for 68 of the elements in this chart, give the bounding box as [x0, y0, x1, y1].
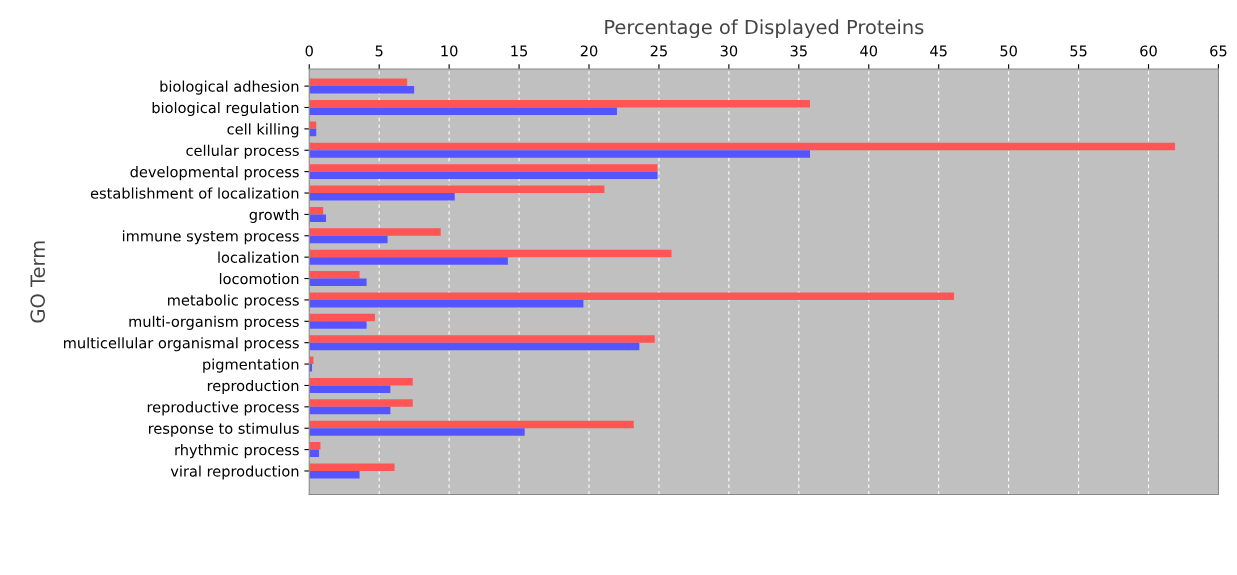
x-tick-label: 60: [1140, 45, 1157, 57]
bar: [309, 150, 811, 158]
y-tick-label: multi-organism process: [129, 315, 299, 330]
bar: [309, 428, 525, 436]
y-tick-label: localization: [218, 251, 299, 263]
x-tick-label: 0: [305, 45, 313, 57]
y-tick-label: pigmentation: [203, 358, 299, 373]
y-tick-label: developmental process: [130, 166, 299, 181]
x-axis-title: Percentage of Displayed Proteins: [605, 19, 924, 39]
y-axis-title: GO Term: [30, 241, 46, 323]
x-tick-label: 5: [375, 45, 383, 57]
bar: [309, 78, 408, 87]
bar: [309, 107, 617, 115]
x-tick-label: 30: [720, 45, 738, 57]
bar: [309, 271, 360, 279]
y-tick-label: reproduction: [207, 379, 299, 395]
bar: [309, 420, 634, 429]
y-tick-label: biological adhesion: [160, 80, 299, 95]
x-tick-label: 55: [1070, 45, 1087, 57]
x-tick-label: 45: [930, 45, 947, 57]
x-tick-label: 20: [580, 45, 598, 57]
y-tick-label: reproductive process: [147, 401, 299, 416]
bar: [309, 335, 655, 343]
x-tick-label: 40: [860, 45, 878, 57]
bar: [309, 321, 367, 329]
y-tick-label: establishment of localization: [90, 187, 299, 199]
bar: [309, 142, 1176, 151]
bar: [309, 385, 391, 393]
y-tick-label: multicellular organismal process: [64, 337, 299, 352]
x-tick-label: 65: [1210, 45, 1227, 57]
bar: [309, 278, 367, 287]
bar: [309, 470, 360, 479]
x-tick-label: 10: [441, 45, 458, 57]
x-tick-label: 15: [511, 45, 528, 57]
bar: [309, 377, 413, 386]
y-tick-label: response to stimulus: [149, 422, 299, 437]
y-tick-label: cellular process: [186, 144, 299, 159]
bar: [309, 292, 955, 300]
y-tick-label: biological regulation: [152, 101, 299, 117]
bar: [309, 214, 327, 222]
bar: [309, 86, 415, 94]
bar: [309, 235, 388, 244]
y-tick-label: viral reproduction: [170, 465, 299, 480]
bar: [309, 193, 455, 201]
bar: [309, 313, 375, 322]
y-tick-label: cell killing: [227, 123, 299, 138]
bar: [309, 228, 441, 236]
bar: [309, 299, 584, 308]
y-tick-label: rhythmic process: [175, 444, 299, 459]
y-tick-label: growth: [249, 208, 299, 223]
y-tick-label: locomotion: [219, 273, 299, 285]
bar: [309, 442, 321, 450]
bar: [309, 164, 658, 172]
x-tick-label: 50: [1000, 45, 1017, 57]
bar: [309, 342, 640, 351]
bar: [309, 185, 605, 194]
bar: [309, 463, 395, 471]
bar: [309, 171, 658, 180]
y-tick-label: immune system process: [122, 230, 299, 245]
bar: [309, 257, 508, 265]
x-tick-label: 35: [790, 45, 807, 57]
bar: [309, 399, 413, 407]
bar: [309, 121, 317, 129]
y-tick-label: metabolic process: [168, 294, 299, 309]
bar: [309, 249, 672, 258]
bar: [309, 406, 391, 415]
bar: [309, 100, 811, 108]
x-tick-label: 25: [650, 45, 667, 57]
